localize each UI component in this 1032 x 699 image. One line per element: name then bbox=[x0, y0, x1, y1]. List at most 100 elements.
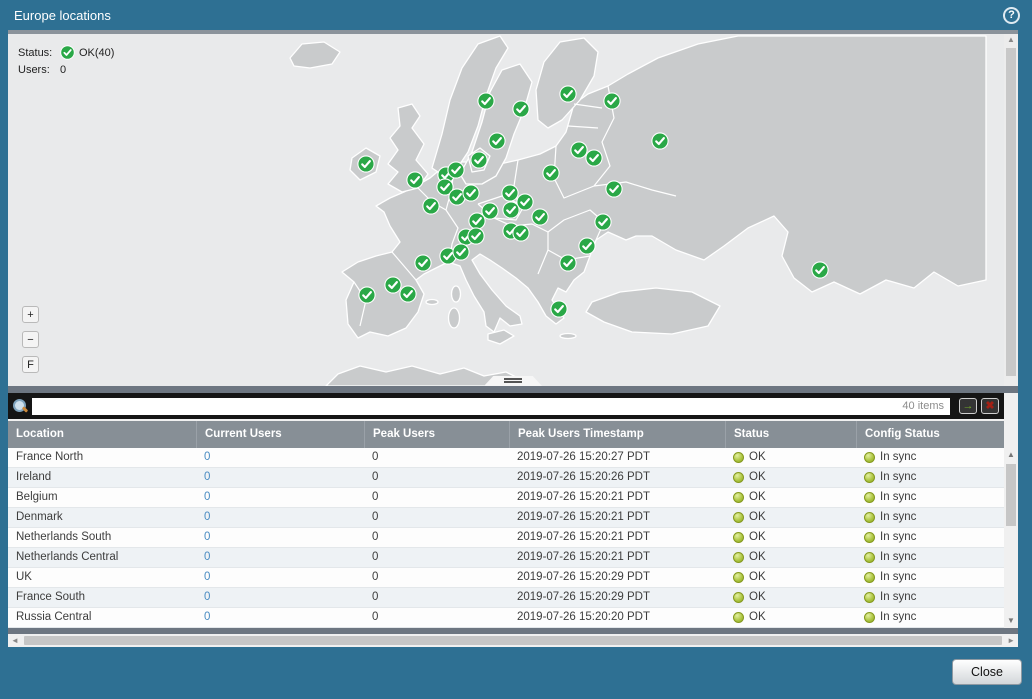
location-ok-marker[interactable] bbox=[422, 197, 440, 215]
current-users-link[interactable]: 0 bbox=[204, 511, 210, 523]
location-ok-marker[interactable] bbox=[578, 237, 596, 255]
scroll-up-icon[interactable]: ▲ bbox=[1004, 35, 1018, 44]
map-scrollbar-thumb[interactable] bbox=[1006, 48, 1016, 376]
horizontal-scrollbar: ◄ ► bbox=[8, 634, 1018, 647]
cell-status-label: OK bbox=[749, 571, 766, 583]
search-clear-button[interactable]: ✖ bbox=[981, 398, 999, 414]
zoom-in-button[interactable]: + bbox=[22, 306, 39, 323]
scroll-up-icon[interactable]: ▲ bbox=[1004, 450, 1018, 459]
cell-location: France North bbox=[8, 448, 196, 467]
map-status-legend: Status: OK(40) Users: 0 bbox=[18, 44, 114, 78]
location-ok-marker[interactable] bbox=[585, 149, 603, 167]
search-input[interactable] bbox=[32, 398, 950, 415]
location-ok-marker[interactable] bbox=[358, 286, 376, 304]
cell-status: OK bbox=[725, 448, 856, 467]
current-users-link[interactable]: 0 bbox=[204, 591, 210, 603]
current-users-link[interactable]: 0 bbox=[204, 471, 210, 483]
fit-view-button[interactable]: F bbox=[22, 356, 39, 373]
location-ok-marker[interactable] bbox=[357, 155, 375, 173]
cell-status-label: OK bbox=[749, 511, 766, 523]
table-scrollbar-thumb[interactable] bbox=[1006, 464, 1016, 526]
cell-location: UK bbox=[8, 568, 196, 587]
location-ok-marker[interactable] bbox=[550, 300, 568, 318]
location-ok-marker[interactable] bbox=[452, 243, 470, 261]
column-header-peak-users-timestamp[interactable]: Peak Users Timestamp bbox=[509, 421, 725, 448]
table-row[interactable]: Russia Central002019-07-26 15:20:20 PDTO… bbox=[8, 608, 1004, 628]
close-button[interactable]: Close bbox=[952, 659, 1022, 685]
status-orb-icon bbox=[864, 512, 875, 523]
cell-current-users: 0 bbox=[196, 508, 364, 527]
table-row[interactable]: France North002019-07-26 15:20:27 PDTOKI… bbox=[8, 448, 1004, 468]
horizontal-scrollbar-thumb[interactable] bbox=[24, 636, 1002, 645]
table-header: LocationCurrent UsersPeak UsersPeak User… bbox=[8, 421, 1004, 448]
location-ok-marker[interactable] bbox=[488, 132, 506, 150]
table-row[interactable]: Netherlands South002019-07-26 15:20:21 P… bbox=[8, 528, 1004, 548]
current-users-link[interactable]: 0 bbox=[204, 611, 210, 623]
table-row[interactable]: UK002019-07-26 15:20:29 PDTOKIn sync bbox=[8, 568, 1004, 588]
location-ok-marker[interactable] bbox=[512, 224, 530, 242]
column-header-config-status[interactable]: Config Status bbox=[856, 421, 1004, 448]
map-panel: Status: OK(40) Users: 0 + − F ▲ bbox=[8, 34, 1018, 386]
current-users-link[interactable]: 0 bbox=[204, 531, 210, 543]
current-users-link[interactable]: 0 bbox=[204, 491, 210, 503]
cell-status-label: OK bbox=[749, 531, 766, 543]
status-orb-icon bbox=[733, 592, 744, 603]
scroll-down-icon[interactable]: ▼ bbox=[1004, 616, 1018, 625]
location-ok-marker[interactable] bbox=[603, 92, 621, 110]
status-orb-icon bbox=[733, 512, 744, 523]
location-ok-marker[interactable] bbox=[811, 261, 829, 279]
location-ok-marker[interactable] bbox=[542, 164, 560, 182]
dialog-title: Europe locations bbox=[14, 8, 111, 23]
cell-config-status-label: In sync bbox=[880, 511, 916, 523]
location-ok-marker[interactable] bbox=[605, 180, 623, 198]
search-go-button[interactable]: → bbox=[959, 398, 977, 414]
current-users-link[interactable]: 0 bbox=[204, 551, 210, 563]
table-row[interactable]: Netherlands Central002019-07-26 15:20:21… bbox=[8, 548, 1004, 568]
map-table-splitter-handle[interactable] bbox=[484, 376, 542, 386]
current-users-link[interactable]: 0 bbox=[204, 451, 210, 463]
cell-peak-users-timestamp: 2019-07-26 15:20:21 PDT bbox=[509, 528, 725, 547]
table-row[interactable]: Belgium002019-07-26 15:20:21 PDTOKIn syn… bbox=[8, 488, 1004, 508]
table-row[interactable]: Ireland002019-07-26 15:20:26 PDTOKIn syn… bbox=[8, 468, 1004, 488]
cell-status-label: OK bbox=[749, 491, 766, 503]
location-ok-marker[interactable] bbox=[477, 92, 495, 110]
location-ok-marker[interactable] bbox=[531, 208, 549, 226]
cell-current-users: 0 bbox=[196, 448, 364, 467]
table-row[interactable]: Denmark002019-07-26 15:20:21 PDTOKIn syn… bbox=[8, 508, 1004, 528]
scroll-right-icon[interactable]: ► bbox=[1007, 636, 1015, 645]
cell-status: OK bbox=[725, 568, 856, 587]
current-users-link[interactable]: 0 bbox=[204, 571, 210, 583]
status-orb-icon bbox=[864, 452, 875, 463]
column-header-current-users[interactable]: Current Users bbox=[196, 421, 364, 448]
scroll-left-icon[interactable]: ◄ bbox=[11, 636, 19, 645]
location-ok-marker[interactable] bbox=[559, 85, 577, 103]
location-ok-marker[interactable] bbox=[651, 132, 669, 150]
cell-peak-users: 0 bbox=[364, 468, 509, 487]
location-ok-marker[interactable] bbox=[399, 285, 417, 303]
legend-status-label: Status: bbox=[18, 47, 60, 59]
map-markers-layer bbox=[8, 34, 1004, 386]
legend-users-label: Users: bbox=[18, 64, 60, 76]
location-ok-marker[interactable] bbox=[414, 254, 432, 272]
zoom-out-button[interactable]: − bbox=[22, 331, 39, 348]
cell-peak-users-timestamp: 2019-07-26 15:20:26 PDT bbox=[509, 468, 725, 487]
cell-peak-users: 0 bbox=[364, 488, 509, 507]
help-icon[interactable]: ? bbox=[1003, 7, 1020, 24]
location-ok-marker[interactable] bbox=[559, 254, 577, 272]
location-ok-marker[interactable] bbox=[447, 161, 465, 179]
status-orb-icon bbox=[864, 492, 875, 503]
cell-status-label: OK bbox=[749, 471, 766, 483]
status-orb-icon bbox=[864, 572, 875, 583]
column-header-status[interactable]: Status bbox=[725, 421, 856, 448]
location-ok-marker[interactable] bbox=[462, 184, 480, 202]
column-header-peak-users[interactable]: Peak Users bbox=[364, 421, 509, 448]
location-ok-marker[interactable] bbox=[470, 151, 488, 169]
table-row[interactable]: France South002019-07-26 15:20:29 PDTOKI… bbox=[8, 588, 1004, 608]
location-ok-marker[interactable] bbox=[502, 201, 520, 219]
cell-config-status-label: In sync bbox=[880, 531, 916, 543]
location-ok-marker[interactable] bbox=[594, 213, 612, 231]
cell-location: Netherlands Central bbox=[8, 548, 196, 567]
location-ok-marker[interactable] bbox=[512, 100, 530, 118]
column-header-location[interactable]: Location bbox=[8, 421, 196, 448]
location-ok-marker[interactable] bbox=[406, 171, 424, 189]
